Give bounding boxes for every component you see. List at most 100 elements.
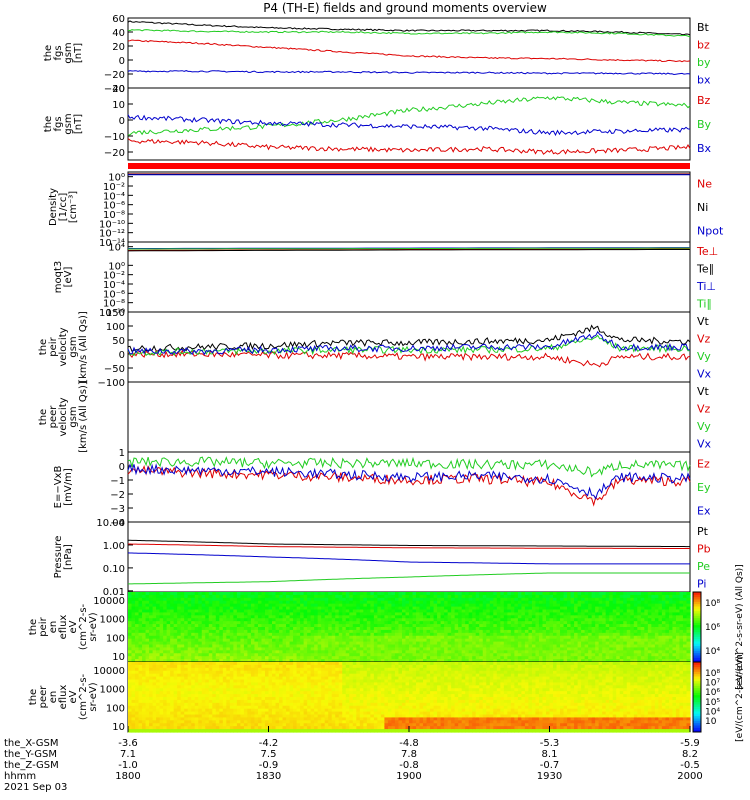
- heatmap-cell: [237, 729, 241, 733]
- heatmap-cell: [188, 729, 192, 733]
- series-line-Bx: [128, 115, 690, 135]
- y-tick-label: 60: [112, 14, 125, 25]
- heatmap-cell: [216, 729, 220, 733]
- legend-label: Vx: [697, 367, 712, 380]
- legend-label: Ez: [697, 458, 710, 471]
- chart-title: P4 (TH-E) fields and ground moments over…: [263, 1, 547, 15]
- y-axis-label: [cm⁻³]: [68, 191, 79, 223]
- heatmap-cell: [195, 729, 199, 733]
- legend-label: Bz: [697, 94, 711, 107]
- legend-label: Bt: [697, 21, 710, 34]
- y-tick-label: 0: [119, 350, 125, 361]
- panel-pressure: Pressure [nPa]10.001.000.100.01PtPbPePi: [53, 518, 711, 598]
- panel-frame: [128, 522, 690, 592]
- legend-label: Pi: [697, 577, 706, 590]
- heatmap-cell: [128, 729, 132, 733]
- heatmap-cell: [181, 729, 185, 733]
- y-tick-label: 10⁴: [108, 243, 125, 254]
- heatmap-cell: [163, 729, 167, 733]
- heatmap-cell: [209, 729, 213, 733]
- legend-label: Bx: [697, 142, 712, 155]
- y-axis-label: sr-eV): [88, 612, 99, 641]
- panel-fgs_gsm: the fgs gsm [nT]6040200−20−40Btbzbybx: [43, 14, 711, 95]
- legend-label: Ti⊥: [696, 280, 716, 293]
- heatmap-cell: [226, 729, 230, 733]
- panel-frame: [128, 172, 690, 242]
- y-tick-label: 1000: [100, 615, 125, 626]
- y-tick-label: 0: [119, 56, 125, 67]
- heatmap-cell: [177, 729, 181, 733]
- y-tick-label: 10: [112, 652, 125, 663]
- colorbar-tick-label: 10⁴: [705, 647, 720, 657]
- series-line-Ez: [128, 466, 690, 505]
- y-tick-label: 0: [119, 116, 125, 127]
- legend-label: Pt: [697, 525, 709, 538]
- series-line-bz: [128, 40, 690, 62]
- heatmap-cell: [139, 729, 143, 733]
- heatmap-cell: [191, 729, 195, 733]
- colorbar-tick-label: 10⁸: [705, 599, 720, 609]
- legend-label: Vt: [697, 385, 710, 398]
- y-tick-label: 10: [112, 100, 125, 111]
- y-tick-label: 20: [112, 84, 125, 95]
- heatmap-cell: [153, 729, 157, 733]
- heatmap-cell: [135, 729, 139, 733]
- heatmap-cell: [233, 729, 237, 733]
- y-tick-label: 100: [106, 322, 125, 333]
- heatmap-cell: [198, 729, 202, 733]
- heatmap-cell: [219, 729, 223, 733]
- y-tick-label: 50: [112, 336, 125, 347]
- heatmap-cell: [205, 729, 209, 733]
- heatmap-cell: [251, 729, 255, 733]
- series-line-Bz: [128, 139, 690, 155]
- heatmap-cell: [174, 729, 178, 733]
- y-tick-label: 10.00: [96, 518, 125, 529]
- legend-label: Ni: [697, 201, 708, 214]
- panel-temperature: moqt3 [eV]10⁴10⁰10⁻²10⁻⁴10⁻⁶10⁻⁸10⁻¹⁰Te⊥T…: [53, 242, 718, 319]
- heatmap-cell: [167, 729, 171, 733]
- heatmap-cell: [254, 729, 258, 733]
- series-line-bx: [128, 71, 690, 75]
- heatmap-cell: [156, 729, 160, 733]
- heatmap-cell: [244, 729, 248, 733]
- panel-fgs_gsm_zoom: the fgs gsm [nT]20100−10−20BzByBx: [43, 84, 712, 160]
- legend-label: Ex: [697, 504, 711, 517]
- y-axis-label: sr-eV): [88, 682, 99, 711]
- legend-label: by: [697, 56, 711, 69]
- y-axis-label: [km/s (All Qs)]: [78, 311, 89, 383]
- y-tick-label: 10000: [93, 596, 125, 607]
- series-line-Vt: [128, 326, 690, 352]
- series-line-By: [128, 97, 690, 135]
- y-tick-label: −20: [104, 70, 125, 81]
- y-tick-label: 40: [112, 28, 125, 39]
- y-axis-label: [nT]: [73, 114, 84, 134]
- heatmap-cell: [258, 729, 262, 733]
- y-tick-label: 100: [106, 633, 125, 644]
- panel-frame: [128, 242, 690, 312]
- heatmap-cell: [202, 729, 206, 733]
- legend-label: Vx: [697, 437, 712, 450]
- heatmap-cell: [240, 729, 244, 733]
- legend-label: Npot: [697, 224, 724, 237]
- legend-label: Ey: [697, 481, 711, 494]
- y-tick-label: −3: [110, 504, 125, 515]
- heatmap-cell: [212, 729, 216, 733]
- heatmap-cell: [142, 729, 146, 733]
- panel-frame: [128, 382, 690, 452]
- series-line-Ey: [128, 457, 690, 476]
- heatmap-cell: [132, 729, 136, 733]
- series-line-Pi: [128, 553, 690, 564]
- panel-frame: [128, 312, 690, 382]
- panel-peer_eflux: the peer en eflux eV (cm^2-s-sr-eV)1000010001…: [28, 652, 745, 742]
- legend-label: Pe: [697, 560, 710, 573]
- y-tick-label: 1.00: [103, 541, 125, 552]
- heatmap-cell: [160, 729, 164, 733]
- colorbar-tick-label: 10⁶: [705, 623, 720, 633]
- legend-label: By: [697, 118, 712, 131]
- legend-label: Vt: [697, 315, 710, 328]
- y-axis-label: [nT]: [73, 43, 84, 63]
- separator-strip: [128, 163, 690, 169]
- panel-frame: [128, 18, 690, 88]
- y-axis-label: [eV]: [63, 267, 74, 288]
